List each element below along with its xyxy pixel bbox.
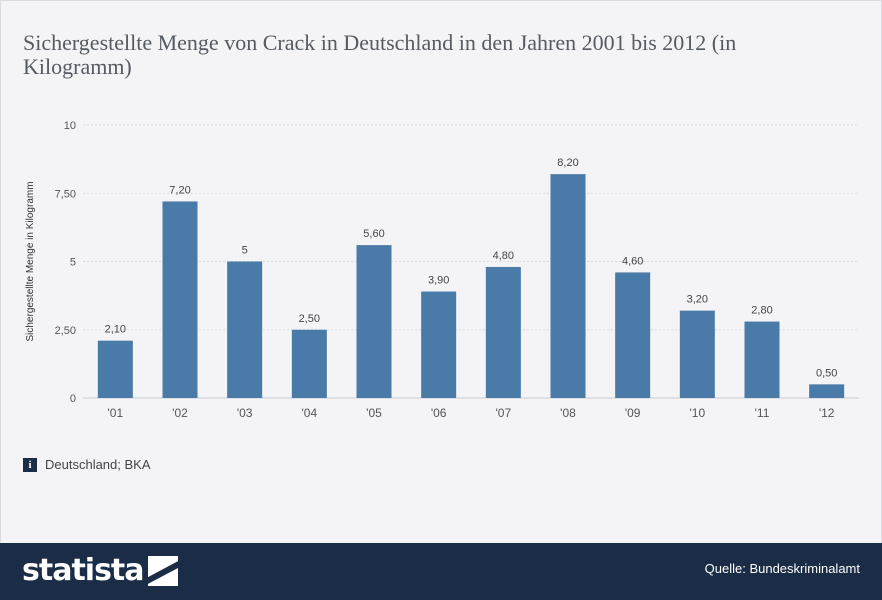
chart-title: Sichergestellte Menge von Crack in Deuts… bbox=[23, 30, 737, 79]
x-tick-label: '01 bbox=[108, 406, 124, 420]
data-label: 8,20 bbox=[557, 157, 578, 169]
logo-mark-icon bbox=[147, 555, 178, 586]
info-text: Deutschland; BKA bbox=[45, 457, 151, 472]
bar bbox=[744, 321, 780, 398]
bar bbox=[485, 266, 521, 398]
bar bbox=[421, 291, 457, 398]
bar bbox=[679, 310, 715, 398]
footer: statista Quelle: Bundeskriminalamt bbox=[0, 543, 882, 600]
data-label: 0,50 bbox=[816, 367, 837, 379]
bar-chart: 0 2,50 5 7,50 10 2,10 '01 7,20 '02 5 '03 2,50 '04 5,6… bbox=[25, 120, 859, 420]
data-label: 4,60 bbox=[622, 255, 643, 267]
x-tick-label: '12 bbox=[819, 406, 835, 420]
data-label: 7,20 bbox=[169, 184, 190, 196]
data-label: 2,50 bbox=[299, 313, 320, 325]
y-tick-label: 5 bbox=[70, 257, 76, 269]
info-icon[interactable]: i bbox=[23, 457, 37, 472]
data-label: 4,80 bbox=[493, 250, 514, 262]
bar bbox=[356, 245, 392, 398]
source-text: Quelle: Bundeskriminalamt bbox=[704, 561, 860, 576]
x-tick-label: '10 bbox=[690, 406, 706, 420]
y-tick-label: 7,50 bbox=[55, 188, 76, 200]
bar bbox=[615, 272, 651, 398]
data-label: 5,60 bbox=[363, 228, 384, 240]
x-tick-label: '11 bbox=[755, 406, 770, 420]
info-row: i Deutschland; BKA bbox=[23, 457, 151, 472]
y-tick-label: 10 bbox=[64, 120, 76, 132]
x-tick-label: '09 bbox=[625, 406, 641, 420]
bar bbox=[809, 384, 845, 398]
x-tick-label: '07 bbox=[496, 406, 512, 420]
data-label: 3,20 bbox=[687, 294, 708, 306]
x-tick-label: '02 bbox=[172, 406, 188, 420]
bar bbox=[97, 340, 133, 398]
y-axis-label: Sichergestellte Menge in Kilogramm bbox=[25, 181, 36, 341]
x-tick-label: '05 bbox=[366, 406, 382, 420]
x-tick-label: '03 bbox=[237, 406, 253, 420]
bar bbox=[162, 201, 198, 398]
logo-text: statista bbox=[22, 553, 145, 588]
bar bbox=[291, 329, 327, 398]
statista-logo[interactable]: statista bbox=[22, 553, 178, 588]
y-tick-label: 2,50 bbox=[55, 325, 76, 337]
data-label: 5 bbox=[242, 245, 248, 257]
y-tick-label: 0 bbox=[70, 393, 76, 405]
data-label: 2,80 bbox=[751, 305, 772, 317]
data-label: 2,10 bbox=[105, 324, 126, 336]
bar bbox=[227, 261, 263, 398]
x-tick-label: '08 bbox=[560, 406, 576, 420]
data-label: 3,90 bbox=[428, 275, 449, 287]
x-tick-label: '06 bbox=[431, 406, 447, 420]
x-tick-label: '04 bbox=[302, 406, 318, 420]
bar bbox=[550, 174, 586, 398]
